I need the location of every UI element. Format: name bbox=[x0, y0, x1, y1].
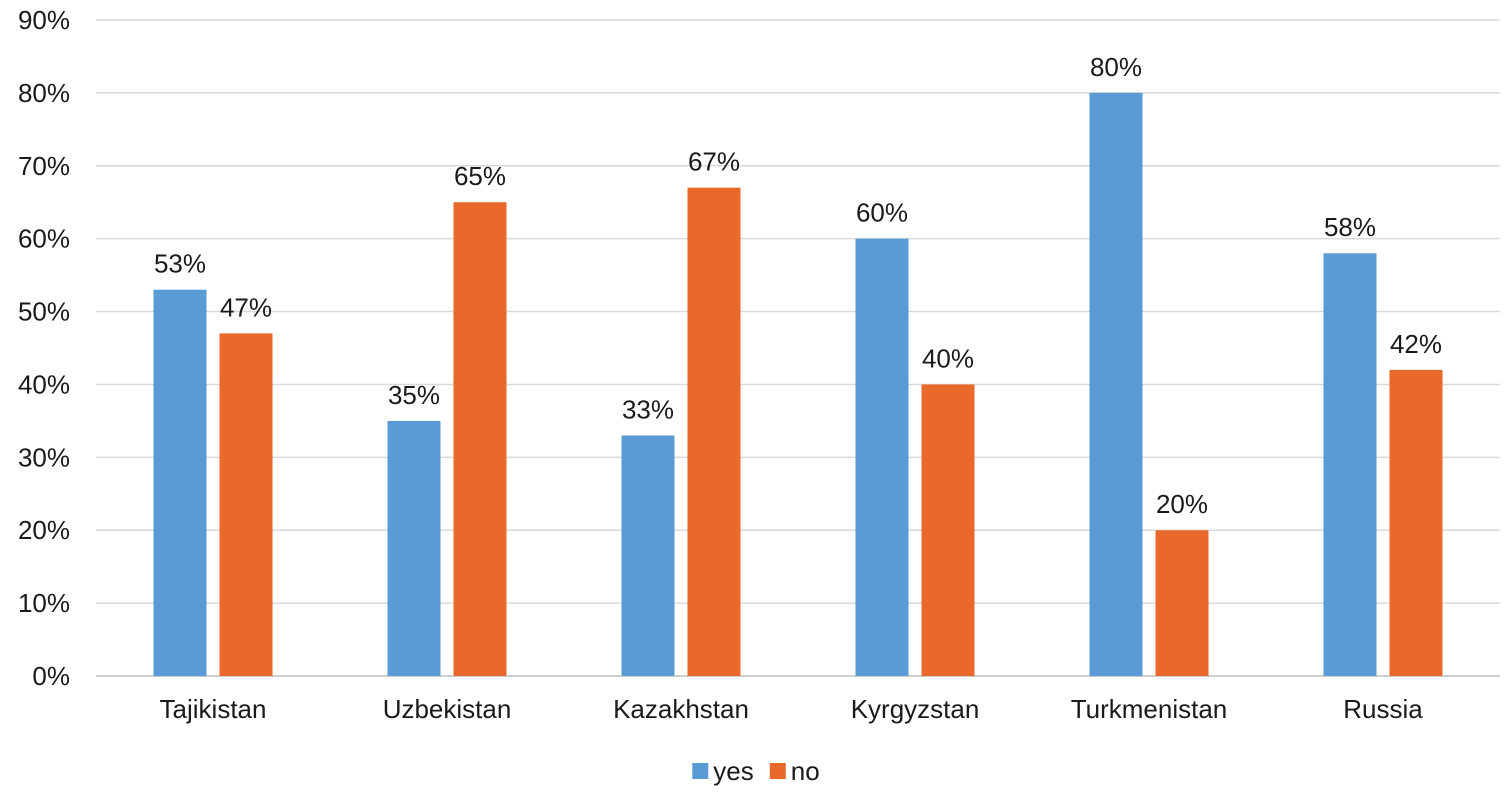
data-label-no-tajikistan: 47% bbox=[220, 292, 272, 322]
bar-yes-russia bbox=[1323, 253, 1377, 676]
data-label-no-uzbekistan: 65% bbox=[454, 161, 506, 191]
data-label-yes-tajikistan: 53% bbox=[154, 249, 206, 279]
legend-swatch-yes bbox=[692, 763, 709, 779]
bar-yes-kyrgyzstan bbox=[855, 238, 909, 676]
x-category-label: Kyrgyzstan bbox=[851, 694, 980, 724]
legend: yes no bbox=[692, 756, 820, 786]
data-label-yes-turkmenistan: 80% bbox=[1090, 52, 1142, 82]
data-label-yes-kyrgyzstan: 60% bbox=[856, 198, 908, 228]
legend-label-yes: yes bbox=[713, 756, 753, 786]
y-tick-label: 70% bbox=[18, 151, 70, 181]
y-tick-label: 0% bbox=[32, 661, 70, 691]
y-tick-label: 80% bbox=[18, 78, 70, 108]
bar-yes-uzbekistan bbox=[387, 420, 441, 676]
y-tick-label: 60% bbox=[18, 224, 70, 254]
legend-swatch-no bbox=[769, 763, 786, 779]
x-category-label: Kazakhstan bbox=[613, 694, 749, 724]
bar-no-tajikistan bbox=[219, 333, 273, 676]
x-axis-categories: Tajikistan Uzbekistan Kazakhstan Kyrgyzstan… bbox=[160, 694, 1424, 724]
bar-no-kazakhstan bbox=[687, 187, 741, 676]
y-axis-ticks: 0% 10% 20% 30% 40% 50% 60% 70% 80% 90% bbox=[18, 5, 70, 691]
gridlines bbox=[96, 19, 1500, 677]
data-label-no-kyrgyzstan: 40% bbox=[922, 343, 974, 373]
data-label-no-russia: 42% bbox=[1390, 329, 1442, 359]
y-tick-label: 20% bbox=[18, 515, 70, 545]
bar-yes-turkmenistan bbox=[1089, 92, 1143, 676]
bars bbox=[153, 92, 1443, 676]
legend-label-no: no bbox=[791, 756, 820, 786]
data-label-yes-russia: 58% bbox=[1324, 212, 1376, 242]
data-label-yes-uzbekistan: 35% bbox=[388, 380, 440, 410]
bar-no-uzbekistan bbox=[453, 202, 507, 676]
x-category-label: Turkmenistan bbox=[1071, 694, 1228, 724]
data-label-no-turkmenistan: 20% bbox=[1156, 489, 1208, 519]
data-label-yes-kazakhstan: 33% bbox=[622, 394, 674, 424]
x-category-label: Russia bbox=[1343, 694, 1423, 724]
bar-yes-kazakhstan bbox=[621, 435, 675, 676]
y-tick-label: 50% bbox=[18, 297, 70, 327]
bar-no-kyrgyzstan bbox=[921, 384, 975, 676]
y-tick-label: 10% bbox=[18, 588, 70, 618]
y-tick-label: 40% bbox=[18, 369, 70, 399]
x-category-label: Tajikistan bbox=[160, 694, 267, 724]
y-tick-label: 90% bbox=[18, 5, 70, 35]
bar-no-turkmenistan bbox=[1155, 530, 1209, 676]
bar-no-russia bbox=[1389, 369, 1443, 676]
bar-yes-tajikistan bbox=[153, 289, 207, 676]
x-category-label: Uzbekistan bbox=[383, 694, 512, 724]
data-labels: 53% 47% 35% 65% 33% 67% 60% 40% 80% 20% 58% 42% bbox=[154, 52, 1442, 519]
y-tick-label: 30% bbox=[18, 442, 70, 472]
data-label-no-kazakhstan: 67% bbox=[688, 147, 740, 177]
